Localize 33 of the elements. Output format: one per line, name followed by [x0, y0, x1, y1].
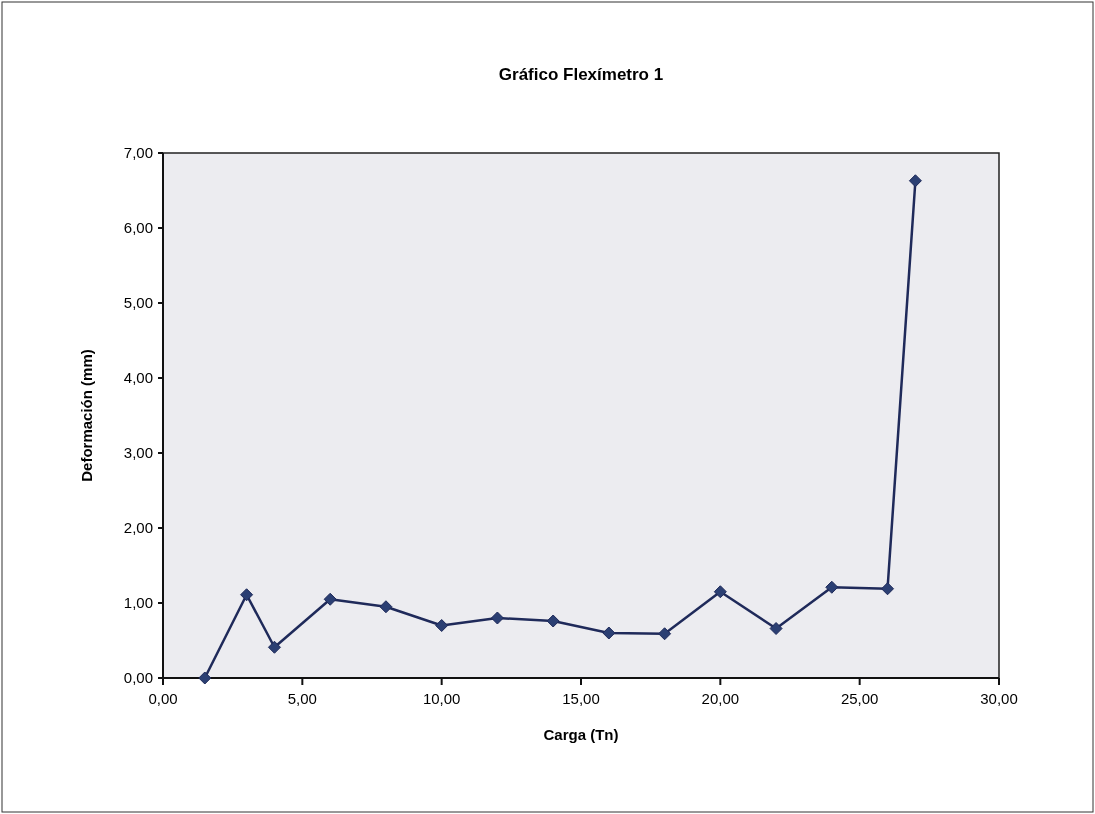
- point: [602, 626, 616, 640]
- y-axis-title: Deformación (mm): [78, 349, 95, 482]
- point: [323, 592, 337, 606]
- y-tick-label: 4,00: [123, 369, 153, 386]
- point: [490, 611, 504, 625]
- y-tick-label: 1,00: [123, 594, 153, 611]
- point: [267, 640, 281, 654]
- point: [769, 622, 783, 635]
- x-tick-label: 5,00: [287, 690, 317, 707]
- chart-title: Gráfico Flexímetro 1: [498, 65, 664, 84]
- point: [713, 585, 727, 599]
- point: [825, 580, 839, 594]
- x-tick-label: 15,00: [562, 690, 600, 707]
- point: [435, 619, 449, 632]
- y-tick-label: 0,00: [123, 669, 153, 686]
- x-tick-label: 30,00: [980, 690, 1018, 707]
- point: [658, 627, 672, 641]
- y-tick-label: 7,00: [123, 144, 153, 161]
- y-tick-label: 6,00: [123, 219, 153, 236]
- y-tick-label: 3,00: [123, 444, 153, 461]
- y-tick-label: 2,00: [123, 519, 153, 536]
- point: [908, 174, 922, 188]
- point: [379, 600, 393, 614]
- x-tick-label: 0,00: [148, 690, 178, 707]
- x-tick-label: 25,00: [840, 690, 879, 707]
- x-tick-label: 10,00: [422, 690, 461, 707]
- x-tick-label: 20,00: [701, 690, 740, 707]
- y-tick-label: 5,00: [123, 294, 153, 311]
- point: [240, 588, 254, 602]
- point: [546, 614, 560, 628]
- point: [881, 582, 895, 596]
- x-axis-title: Carga (Tn): [543, 726, 619, 743]
- point: [198, 671, 212, 685]
